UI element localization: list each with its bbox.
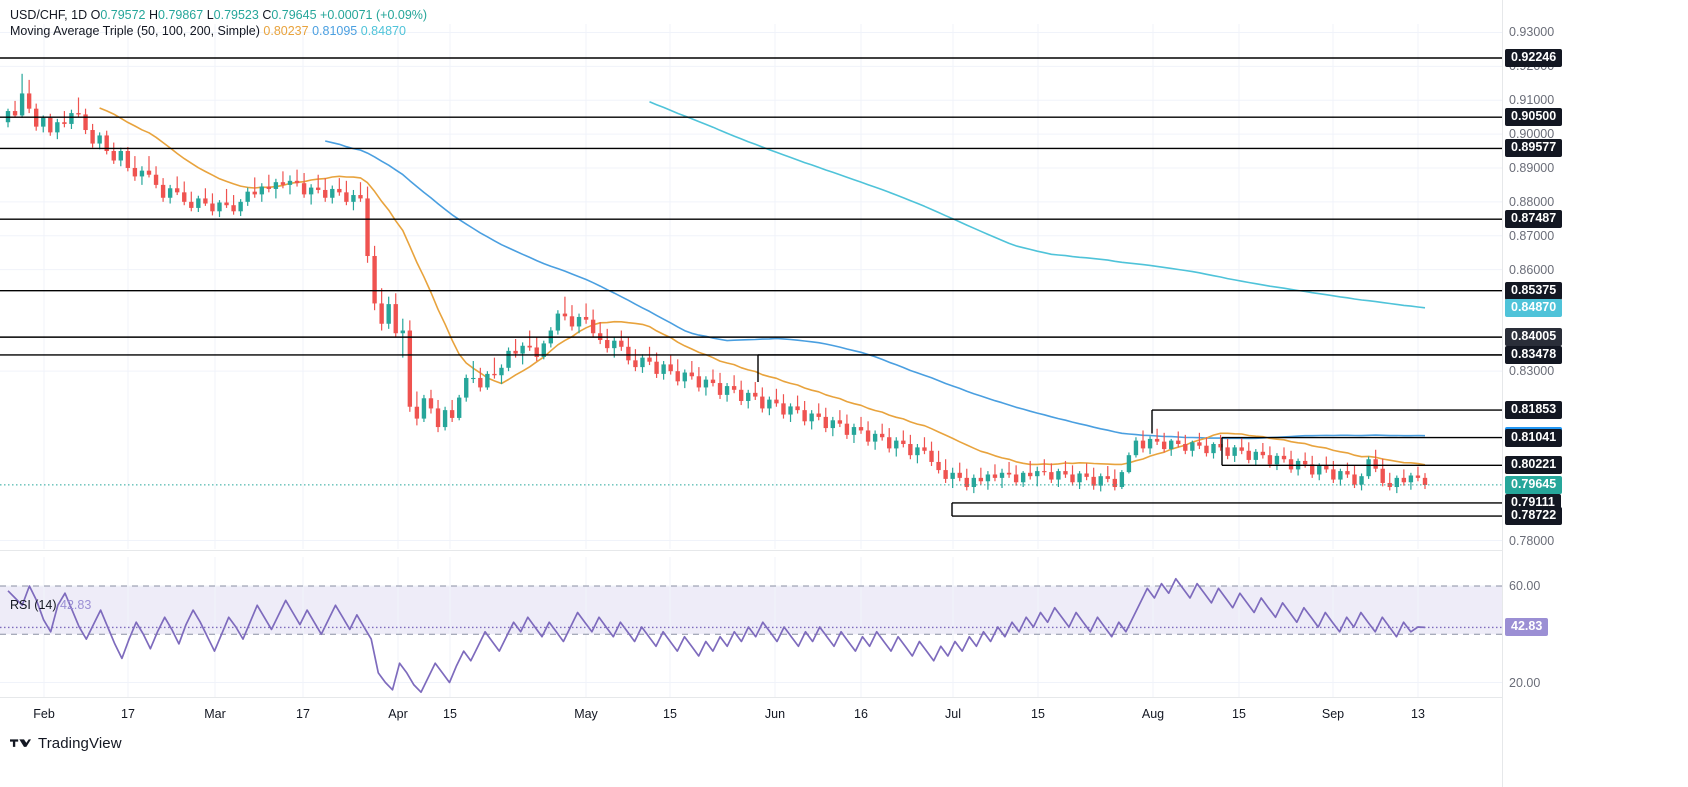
ohlc-low: L0.79523 [206, 8, 259, 22]
pane-divider [0, 550, 1502, 551]
date-axis-tick: 15 [443, 707, 457, 721]
price-pane[interactable] [0, 24, 1502, 549]
rsi-line [7, 577, 1426, 694]
price-axis-tick: 0.88000 [1509, 194, 1555, 209]
ohlc-high: H0.79867 [148, 8, 204, 22]
price-axis-pill[interactable]: 0.80221 [1505, 456, 1563, 475]
symbol-label: USD/CHF, 1D [10, 8, 88, 22]
price-axis-tick: 0.78000 [1509, 533, 1555, 548]
date-axis-tick: Feb [33, 707, 55, 721]
rsi-axis-tick: 60.00 [1509, 578, 1541, 593]
date-axis-tick: 17 [296, 707, 310, 721]
price-axis-tick: 0.93000 [1509, 25, 1555, 40]
date-axis-tick: Jul [945, 707, 961, 721]
price-axis-pill[interactable]: 0.79645 [1505, 475, 1563, 494]
brand-label: TradingView [38, 735, 122, 752]
price-axis-tick: 0.90000 [1509, 127, 1555, 142]
price-axis-pill[interactable]: 0.84005 [1505, 328, 1563, 347]
date-axis[interactable]: Feb 17 Mar 17 Apr 15 May 15 Jun 16 Jul 15 Aug 15 Sep 13 [0, 697, 1502, 730]
ohlc-close: C0.79645 [262, 8, 317, 22]
price-axis-pill[interactable]: 0.81041 [1505, 428, 1563, 447]
price-axis-pill[interactable]: 0.81853 [1505, 401, 1563, 420]
date-axis-tick: Aug [1141, 707, 1165, 721]
ohlc-open: O0.79572 [90, 8, 146, 22]
price-axis-tick: 0.86000 [1509, 262, 1555, 277]
date-axis-tick: 15 [1031, 707, 1045, 721]
date-axis-tick: 13 [1411, 707, 1425, 721]
date-axis-tick: Sep [1321, 707, 1345, 721]
tradingview-mark-icon [10, 738, 31, 747]
date-axis-tick: Jun [764, 707, 786, 721]
price-axis-pill[interactable]: 0.83478 [1505, 345, 1563, 364]
price-axis-tick: 0.87000 [1509, 228, 1555, 243]
date-axis-tick: May [574, 707, 598, 721]
rsi-pane[interactable] [0, 557, 1502, 697]
price-axis[interactable]: 0.930000.920000.910000.900000.890000.880… [1502, 0, 1688, 787]
date-axis-tick: 16 [854, 707, 868, 721]
price-change-percent: (+0.09%) [375, 8, 428, 22]
date-axis-tick: 15 [663, 707, 677, 721]
tradingview-logo: TradingView [10, 735, 122, 752]
rsi-axis-tick: 20.00 [1509, 675, 1541, 690]
price-axis-pill[interactable]: 0.90500 [1505, 108, 1563, 127]
price-axis-pill[interactable]: 0.92246 [1505, 49, 1563, 67]
price-axis-tick: 0.83000 [1509, 364, 1555, 379]
rsi-axis-pill[interactable]: 42.83 [1505, 618, 1549, 637]
date-axis-tick: Apr [388, 707, 408, 721]
date-axis-tick: Mar [204, 707, 226, 721]
price-axis-tick: 0.91000 [1509, 93, 1555, 108]
date-axis-tick: 17 [121, 707, 135, 721]
price-axis-pill[interactable]: 0.87487 [1505, 210, 1563, 229]
price-axis-pill[interactable]: 0.85375 [1505, 281, 1563, 300]
rsi-plot[interactable] [0, 557, 1502, 697]
price-axis-pill[interactable]: 0.89577 [1505, 139, 1563, 158]
price-plot[interactable] [0, 24, 1502, 549]
price-change: +0.00071 [320, 8, 373, 22]
candlestick-series [5, 73, 1428, 494]
price-axis-tick: 0.89000 [1509, 160, 1555, 175]
price-axis-pill[interactable]: 0.84870 [1505, 298, 1563, 317]
symbol-ohlc-row: USD/CHF, 1D O0.79572 H0.79867 L0.79523 C… [10, 8, 427, 23]
date-axis-tick: 15 [1232, 707, 1246, 721]
price-axis-pill[interactable]: 0.78722 [1505, 507, 1563, 526]
